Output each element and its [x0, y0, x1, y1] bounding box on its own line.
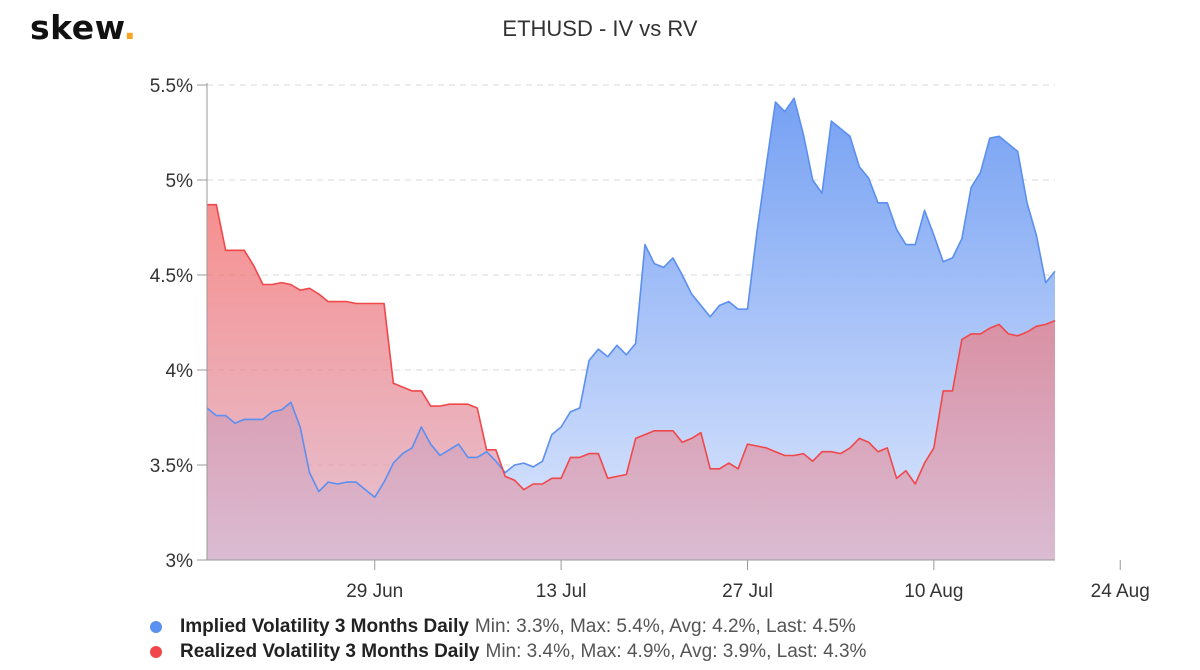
- x-tick-label: 24 Aug: [1091, 581, 1150, 602]
- skew-logo: skew.: [30, 8, 137, 47]
- y-tick-label: 3%: [166, 551, 194, 572]
- chart-legend: Implied Volatility 3 Months Daily Min: 3…: [150, 614, 866, 664]
- legend-series-stats: Min: 3.4%, Max: 4.9%, Avg: 3.9%, Last: 4…: [485, 641, 867, 662]
- realized-volatility-area: [207, 204, 1055, 560]
- legend-series-stats: Min: 3.3%, Max: 5.4%, Avg: 4.2%, Last: 4…: [474, 616, 856, 637]
- legend-series-name: Implied Volatility 3 Months Daily: [180, 616, 469, 637]
- x-tick-label: 29 Jun: [346, 581, 403, 602]
- y-tick-label: 4.5%: [150, 266, 193, 287]
- logo-text: skew: [30, 8, 124, 47]
- implied-volatility-line: [206, 97, 1056, 499]
- realized-volatility-line: [207, 203, 1056, 491]
- legend-item-implied-volatility[interactable]: Implied Volatility 3 Months Daily Min: 3…: [150, 614, 866, 639]
- y-tick-label: 3.5%: [150, 456, 193, 477]
- legend-item-realized-volatility[interactable]: Realized Volatility 3 Months Daily Min: …: [150, 639, 866, 664]
- series-lines: [206, 97, 1056, 499]
- chart-title: ETHUSD - IV vs RV: [502, 16, 698, 41]
- logo-dot: .: [123, 8, 137, 47]
- legend-marker-iv: [150, 620, 162, 633]
- y-tick-label: 5%: [166, 171, 194, 192]
- x-tick-label: 10 Aug: [904, 581, 963, 602]
- y-tick-label: 5.5%: [150, 76, 193, 97]
- legend-marker-rv: [150, 645, 162, 658]
- tick-labels: 3% 3.5% 4% 4.5% 5% 5.5% 29 Jun 13 Jul 27 Jul 10 A…: [150, 76, 1150, 602]
- y-tick-label: 4%: [166, 361, 194, 382]
- realized-volatility-fill: [207, 204, 1055, 560]
- legend-series-name: Realized Volatility 3 Months Daily: [180, 641, 480, 662]
- x-tick-label: 27 Jul: [722, 581, 773, 602]
- x-tick-label: 13 Jul: [536, 581, 587, 602]
- axes: [197, 83, 1121, 570]
